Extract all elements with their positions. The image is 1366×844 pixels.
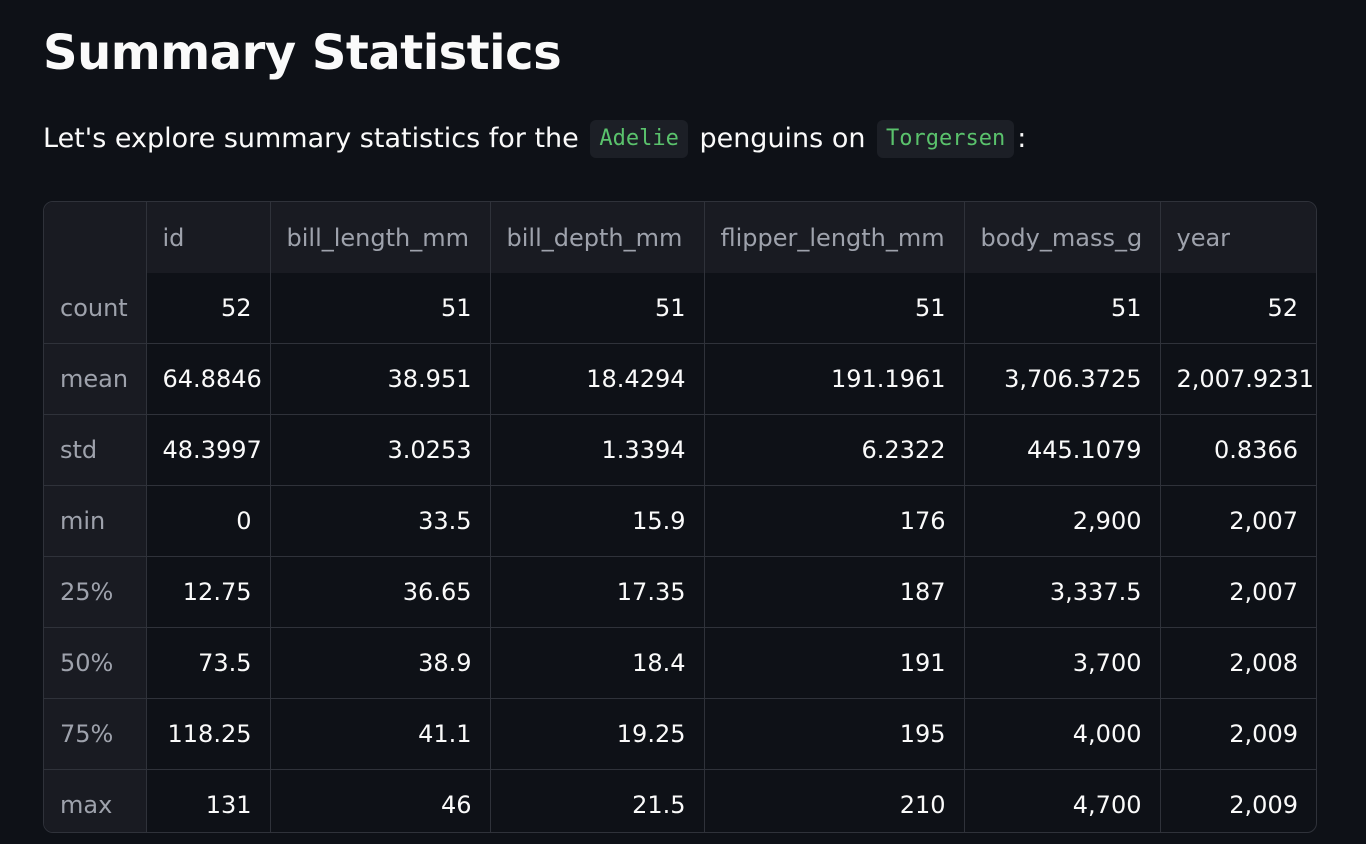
table-row: std 48.3997 3.0253 1.3394 6.2322 445.1079 0.83…: [44, 414, 1316, 486]
table-cell[interactable]: 191.1961: [704, 343, 965, 415]
table-cell[interactable]: 46: [270, 769, 491, 832]
table-cell[interactable]: 12.75: [146, 556, 271, 628]
table-cell[interactable]: 18.4: [490, 627, 705, 699]
table-cell[interactable]: 1.3394: [490, 414, 705, 486]
header-row: id bill_length_mm bill_depth_mm flipper_…: [44, 202, 1316, 273]
table-cell[interactable]: 3,700: [964, 627, 1161, 699]
table-cell[interactable]: 17.35: [490, 556, 705, 628]
table-cell[interactable]: 48.3997: [146, 414, 271, 486]
row-label: mean: [44, 343, 147, 415]
row-label: max: [44, 769, 147, 832]
table-cell[interactable]: 4,700: [964, 769, 1161, 832]
table-row: 75% 118.25 41.1 19.25 195 4,000 2,009: [44, 698, 1316, 770]
table-cell[interactable]: 2,009: [1229, 791, 1298, 819]
table-row: min 0 33.5 15.9 176 2,900 2,007: [44, 485, 1316, 557]
table-cell[interactable]: 33.5: [270, 485, 491, 557]
table-body: count 52 51 51 51 51 52 mean 64.8846 38.951 18.429…: [44, 273, 1316, 832]
table-cell[interactable]: 210: [704, 769, 965, 832]
table-cell[interactable]: 0.8366: [1160, 414, 1316, 486]
table-cell[interactable]: 2,007: [1160, 556, 1316, 628]
column-header-id[interactable]: id: [146, 202, 271, 273]
column-header-flipper-length[interactable]: flipper_length_mm: [704, 202, 965, 273]
table-cell[interactable]: 4,000: [964, 698, 1161, 770]
table-row: 25% 12.75 36.65 17.35 187 3,337.5 2,007: [44, 556, 1316, 628]
table-cell[interactable]: 176: [704, 485, 965, 557]
table-cell[interactable]: 52: [1160, 273, 1316, 344]
table-cell[interactable]: 445.1079: [964, 414, 1161, 486]
page-title: Summary Statistics: [43, 25, 562, 81]
table-cell[interactable]: 41.1: [270, 698, 491, 770]
table-cell[interactable]: 187: [704, 556, 965, 628]
column-header-bill-depth[interactable]: bill_depth_mm: [490, 202, 705, 273]
row-label: 75%: [44, 698, 147, 770]
table-cell[interactable]: 51: [490, 273, 705, 344]
intro-suffix: :: [1017, 123, 1027, 154]
table-cell[interactable]: 3.0253: [270, 414, 491, 486]
table-cell[interactable]: 19.25: [490, 698, 705, 770]
table-cell[interactable]: 64.8846: [146, 343, 271, 415]
table-cell[interactable]: 21.5: [490, 769, 705, 832]
table-cell[interactable]: 2,009: [1160, 698, 1316, 770]
column-header-bill-length[interactable]: bill_length_mm: [270, 202, 491, 273]
table-cell[interactable]: 73.5: [146, 627, 271, 699]
table-cell[interactable]: 51: [964, 273, 1161, 344]
table-cell[interactable]: 191: [704, 627, 965, 699]
table-cell[interactable]: 38.951: [270, 343, 491, 415]
table-row: mean 64.8846 38.951 18.4294 191.1961 3,706.37…: [44, 343, 1316, 415]
intro-text: Let's explore summary statistics for the…: [43, 119, 1366, 159]
table-cell[interactable]: 2,007: [1160, 485, 1316, 557]
table-cell[interactable]: 36.65: [270, 556, 491, 628]
row-label: count: [44, 273, 147, 344]
row-label: 25%: [44, 556, 147, 628]
table-cell[interactable]: 15.9: [490, 485, 705, 557]
table-cell[interactable]: 18.4294: [490, 343, 705, 415]
table-cell[interactable]: 3,706.3725: [964, 343, 1161, 415]
table-cell[interactable]: 38.9: [270, 627, 491, 699]
row-label: 50%: [44, 627, 147, 699]
intro-prefix: Let's explore summary statistics for the: [43, 123, 579, 154]
table-cell[interactable]: 51: [270, 273, 491, 344]
island-chip: Torgersen: [877, 120, 1015, 158]
table-cell[interactable]: 52: [146, 273, 271, 344]
table-cell[interactable]: 2,900: [964, 485, 1161, 557]
column-header-body-mass[interactable]: body_mass_g: [964, 202, 1161, 273]
table-row: count 52 51 51 51 51 52: [44, 273, 1316, 344]
table-row: max 131 46 21.5 210 4,700 2,009: [44, 769, 1316, 832]
table-cell[interactable]: 2,008: [1160, 627, 1316, 699]
row-label: min: [44, 485, 147, 557]
table-cell[interactable]: 195: [704, 698, 965, 770]
summary-table: id bill_length_mm bill_depth_mm flipper_…: [44, 202, 1316, 832]
table-cell[interactable]: 51: [704, 273, 965, 344]
species-chip: Adelie: [590, 120, 688, 158]
table-cell[interactable]: 131: [146, 769, 271, 832]
index-header: [44, 202, 147, 273]
table-row: 50% 73.5 38.9 18.4 191 3,700 2,008: [44, 627, 1316, 699]
summary-table-container[interactable]: id bill_length_mm bill_depth_mm flipper_…: [43, 201, 1317, 833]
column-header-year[interactable]: year: [1160, 202, 1316, 273]
table-cell[interactable]: 3,337.5: [964, 556, 1161, 628]
table-cell[interactable]: 2,007.9231: [1160, 343, 1316, 415]
intro-middle: penguins on: [699, 123, 866, 154]
table-cell[interactable]: 0: [146, 485, 271, 557]
table-cell[interactable]: 118.25: [146, 698, 271, 770]
table-cell[interactable]: 6.2322: [704, 414, 965, 486]
row-label: std: [44, 414, 147, 486]
